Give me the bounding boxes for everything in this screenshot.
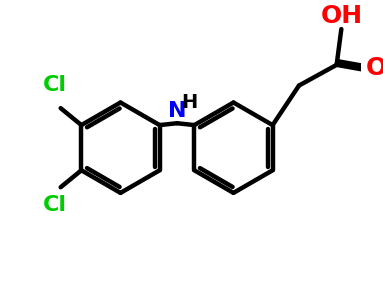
Text: H: H xyxy=(181,93,197,112)
Text: N: N xyxy=(168,101,186,121)
Text: Cl: Cl xyxy=(43,75,67,95)
Text: OH: OH xyxy=(320,4,362,28)
Text: O: O xyxy=(365,56,383,80)
Text: Cl: Cl xyxy=(43,195,67,215)
